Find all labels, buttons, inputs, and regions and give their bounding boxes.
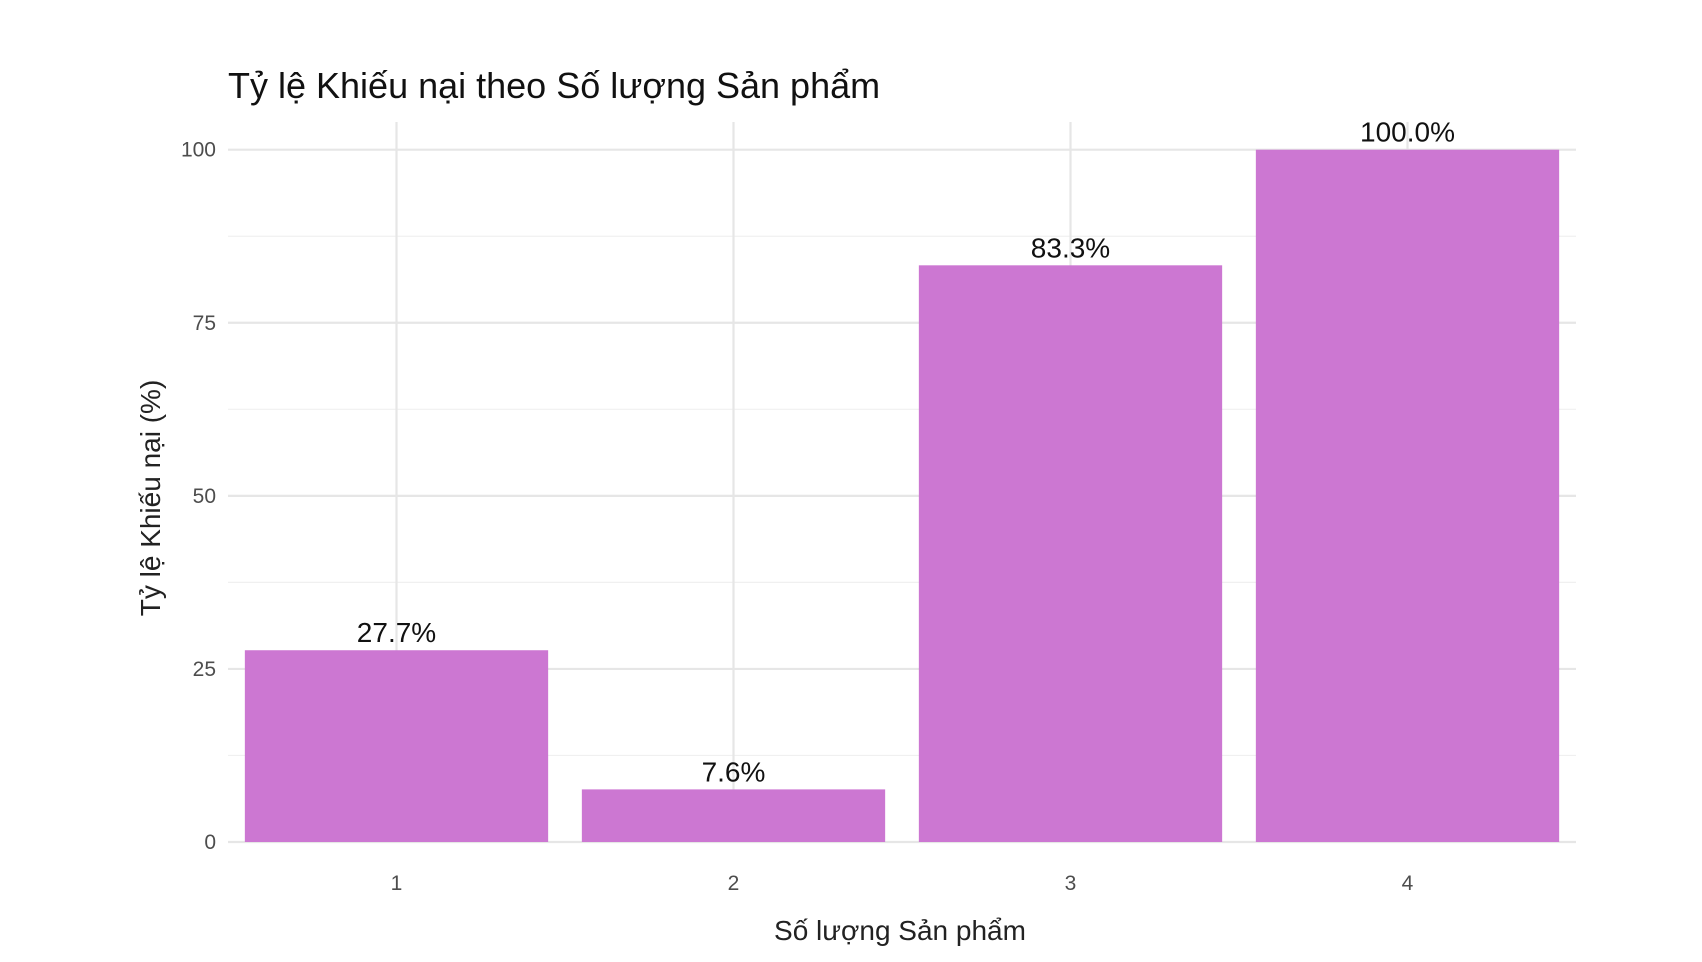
x-tick-label: 2 [728,872,740,895]
data-label-2: 7.6% [702,756,766,787]
y-tick-label: 25 [193,658,216,681]
data-label-3: 83.3% [1031,232,1110,263]
data-label-4: 100.0% [1360,117,1455,148]
x-tick-label: 4 [1402,872,1414,895]
data-labels: 27.7% 7.6% 83.3% 100.0% [357,117,1455,788]
x-axis-ticks: 1 2 3 4 [391,872,1414,895]
bar-3 [918,265,1223,842]
y-axis-ticks: 0 25 50 75 100 [181,139,216,854]
y-tick-label: 75 [193,312,216,335]
y-tick-label: 0 [204,831,216,854]
x-tick-label: 3 [1065,872,1077,895]
x-tick-label: 1 [391,872,403,895]
y-tick-label: 50 [193,485,216,508]
x-axis-title: Số lượng Sản phẩm [774,915,1026,946]
bar-1 [244,650,549,842]
chart-title: Tỷ lệ Khiếu nại theo Số lượng Sản phẩm [228,65,880,106]
bar-4 [1255,149,1560,842]
data-label-1: 27.7% [357,617,436,648]
bars [244,149,1560,842]
y-tick-label: 100 [181,139,216,162]
bar-2 [581,789,886,842]
y-axis-title: Tỷ lệ Khiếu nại (%) [135,380,166,617]
